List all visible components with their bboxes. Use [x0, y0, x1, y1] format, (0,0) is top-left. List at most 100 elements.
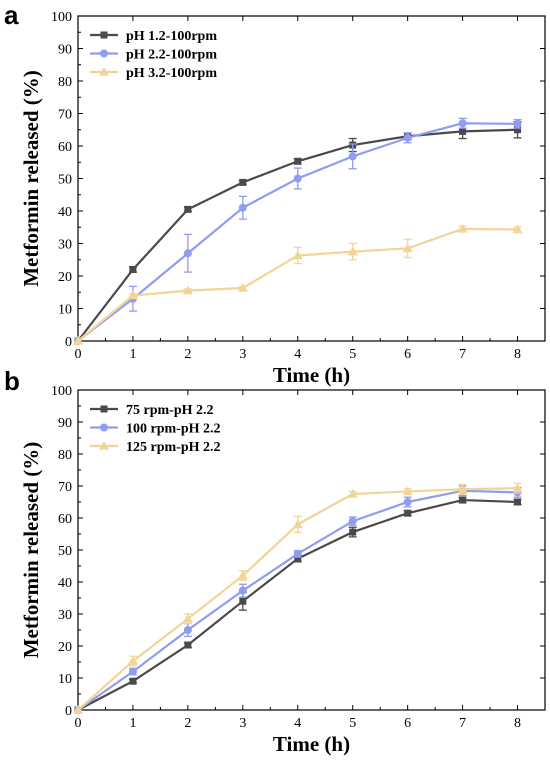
data-point [512, 483, 523, 492]
y-tick-label: 10 [58, 672, 72, 687]
data-point [348, 517, 357, 526]
x-tick-label: 7 [459, 716, 466, 731]
data-point [403, 133, 412, 142]
x-tick-label: 5 [349, 716, 356, 731]
y-tick-label: 0 [65, 704, 72, 719]
data-point [347, 246, 358, 256]
legend-label: pH 2.2-100rpm [126, 48, 217, 63]
y-tick-label: 60 [58, 140, 72, 155]
series-1 [74, 496, 522, 714]
legend-marker [99, 441, 109, 450]
data-point [127, 656, 138, 665]
data-point [238, 586, 247, 595]
data-point [459, 127, 467, 135]
data-point [349, 528, 357, 536]
y-tick-label: 40 [58, 576, 72, 591]
plot-frame [77, 15, 546, 342]
data-point [182, 285, 193, 295]
y-axis-title: Metformin released (%) [19, 70, 43, 287]
y-tick-label: 80 [58, 448, 72, 463]
data-point [183, 249, 192, 258]
legend-marker [99, 67, 109, 76]
x-axis-title: Time (h) [273, 732, 350, 756]
data-point [457, 223, 468, 233]
series-3 [73, 482, 523, 714]
legend-marker [100, 31, 108, 39]
data-point [239, 597, 247, 605]
data-point [182, 613, 193, 623]
y-tick-label: 20 [58, 270, 72, 285]
data-point [129, 677, 137, 685]
data-point [128, 667, 137, 676]
data-point [293, 549, 302, 558]
y-tick-label: 30 [58, 608, 72, 623]
data-point [293, 174, 302, 183]
x-tick-label: 2 [184, 716, 191, 731]
x-tick-label: 4 [294, 716, 301, 731]
legend-label: 75 rpm-pH 2.2 [126, 403, 214, 418]
y-tick-label: 70 [58, 108, 72, 123]
data-point [404, 509, 412, 517]
y-tick-label: 50 [58, 173, 72, 188]
x-tick-label: 6 [404, 716, 411, 731]
x-tick-label: 1 [129, 716, 136, 731]
y-tick-label: 80 [58, 75, 72, 90]
data-point [513, 119, 522, 128]
legend: 75 rpm-pH 2.2 100 rpm-pH 2.2 125 rpm-pH 2.… [90, 403, 221, 455]
x-tick-label: 6 [404, 347, 411, 362]
x-tick-label: 5 [349, 347, 356, 362]
data-point [402, 243, 413, 253]
data-point [129, 266, 137, 273]
data-point [402, 486, 413, 496]
y-tick-label: 60 [58, 512, 72, 527]
y-tick-label: 30 [58, 238, 72, 253]
y-tick-label: 40 [58, 205, 72, 220]
x-tick-label: 0 [75, 716, 82, 731]
data-point [73, 336, 83, 345]
x-tick-label: 0 [75, 347, 82, 362]
plot-frame [77, 389, 546, 711]
series-3 [73, 223, 523, 345]
data-point [347, 489, 358, 498]
panel-label: a [4, 0, 19, 30]
y-tick-label: 100 [51, 10, 72, 25]
x-tick-label: 3 [239, 347, 246, 362]
series-line [77, 227, 518, 342]
data-point [237, 283, 248, 292]
data-point [514, 498, 522, 506]
x-tick-label: 1 [129, 347, 136, 362]
x-tick-label: 8 [514, 347, 521, 362]
x-tick-label: 2 [184, 347, 191, 362]
x-tick-label: 8 [514, 716, 521, 731]
data-point [184, 641, 192, 649]
series-1 [74, 120, 522, 345]
y-axis-title: Metformin released (%) [19, 442, 43, 659]
data-point [294, 157, 302, 165]
legend-label: pH 1.2-100rpm [126, 29, 217, 44]
data-point [184, 205, 192, 213]
legend-marker [100, 405, 108, 413]
legend-label: 125 rpm-pH 2.2 [126, 440, 221, 455]
data-point [512, 224, 523, 234]
x-tick-label: 7 [459, 347, 466, 362]
panel-label: b [4, 366, 20, 396]
y-tick-label: 90 [58, 416, 72, 431]
x-tick-label: 4 [294, 347, 301, 362]
data-point [514, 126, 522, 134]
data-point [294, 555, 302, 563]
panel-b: b 0 10 20 30 40 50 60 70 80 90 100 0 1 2 3 4 5 6 7 8 Time (h)… [4, 366, 546, 756]
series-2 [74, 117, 522, 345]
data-point [403, 498, 412, 506]
data-point [348, 152, 357, 161]
panel-a: a 0 10 20 30 40 50 60 70 80 90 100 0 1 2 3 4 5 6 7 8 Time (h)… [4, 0, 546, 387]
data-point [457, 484, 468, 493]
legend-label: pH 3.2-100rpm [126, 66, 217, 81]
legend-marker [100, 49, 108, 58]
data-point [459, 496, 467, 504]
data-point [238, 203, 247, 212]
data-point [239, 178, 247, 186]
data-point [237, 570, 248, 580]
x-axis-title: Time (h) [273, 363, 350, 387]
y-tick-label: 90 [58, 43, 72, 58]
